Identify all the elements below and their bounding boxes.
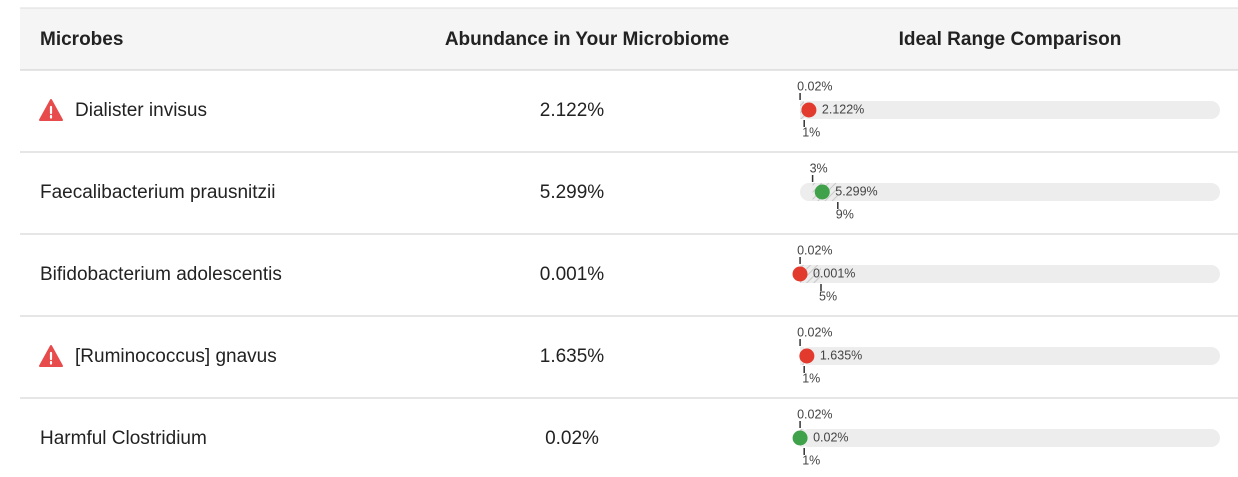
value-dot	[801, 102, 817, 118]
value-label: 1.635%	[820, 348, 862, 362]
range-track	[800, 183, 1220, 201]
low-label: 0.02%	[797, 243, 832, 257]
microbe-name: Harmful Clostridium	[40, 428, 207, 449]
high-label: 1%	[802, 371, 820, 385]
value-label: 0.02%	[813, 430, 848, 444]
high-label: 5%	[819, 289, 837, 303]
warning-icon	[39, 345, 63, 367]
range-track	[800, 265, 1220, 283]
header-cell: Microbes	[40, 29, 123, 50]
abundance: 0.02%	[545, 428, 599, 449]
value-label: 5.299%	[835, 184, 877, 198]
range-track	[800, 101, 1220, 119]
microbe-name: Faecalibacterium prausnitzii	[40, 182, 276, 203]
value-dot	[799, 348, 815, 364]
microbe-name: [Ruminococcus] gnavus	[75, 346, 277, 367]
header-cell: Abundance in Your Microbiome	[445, 29, 729, 50]
range-track	[800, 347, 1220, 365]
low-label: 0.02%	[797, 407, 832, 421]
high-label: 1%	[802, 125, 820, 139]
microbe-name: Dialister invisus	[75, 100, 207, 121]
value-dot	[792, 430, 808, 446]
value-label: 0.001%	[813, 266, 855, 280]
high-label: 9%	[836, 207, 854, 221]
microbe-name: Bifidobacterium adolescentis	[40, 264, 282, 285]
value-label: 2.122%	[822, 102, 864, 116]
abundance: 5.299%	[540, 182, 605, 203]
abundance: 1.635%	[540, 346, 605, 367]
header-cell: Ideal Range Comparison	[899, 29, 1122, 50]
value-dot	[814, 184, 830, 200]
warning-icon	[39, 99, 63, 121]
abundance: 0.001%	[540, 264, 605, 285]
abundance: 2.122%	[540, 100, 605, 121]
low-label: 0.02%	[797, 79, 832, 93]
high-label: 1%	[802, 453, 820, 467]
low-label: 3%	[810, 161, 828, 175]
value-dot	[792, 266, 808, 282]
low-label: 0.02%	[797, 325, 832, 339]
range-track	[800, 429, 1220, 447]
header-bg	[20, 8, 1238, 70]
